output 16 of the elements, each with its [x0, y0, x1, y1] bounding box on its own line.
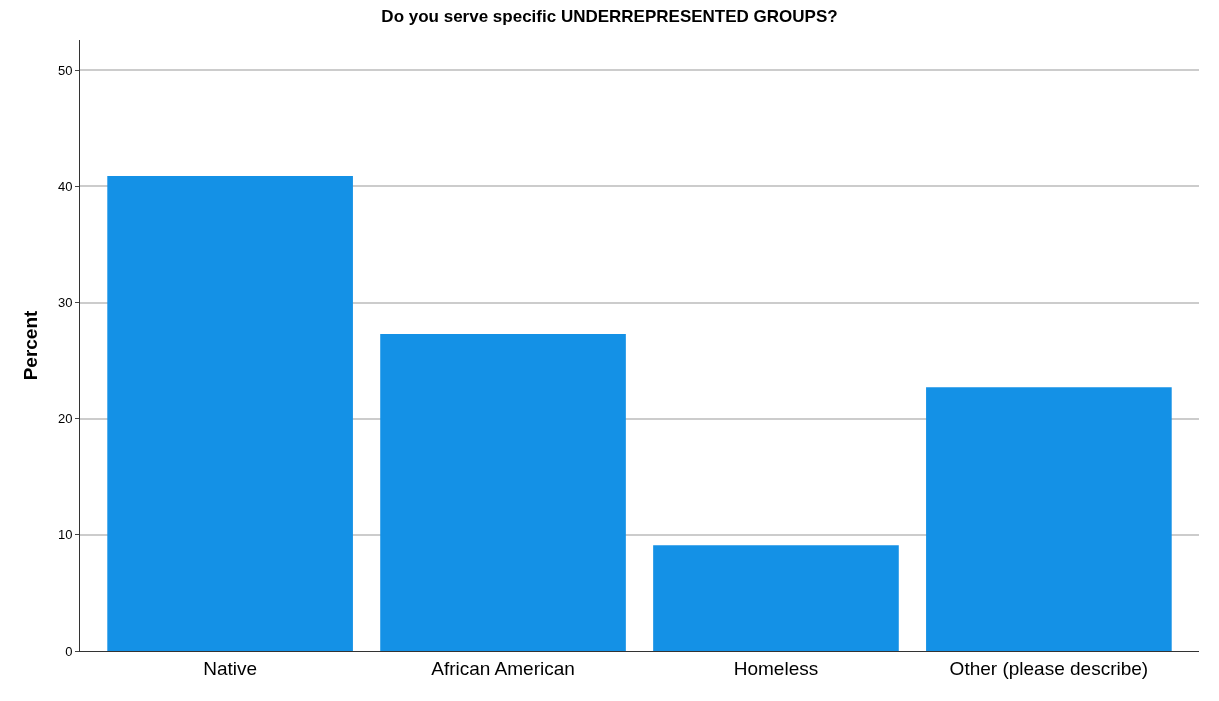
y-tick-label: 10: [57, 527, 73, 543]
y-tick-label: 30: [57, 295, 73, 311]
y-axis-title: Percent: [19, 309, 41, 381]
y-tick-label: 0: [65, 643, 73, 659]
bar: [926, 387, 1172, 651]
chart-title: Do you serve specific UNDERREPRESENTED GROUPS?: [381, 7, 838, 27]
bar: [380, 333, 626, 651]
bar: [653, 545, 899, 651]
x-tick-label: Native: [203, 657, 258, 679]
y-tick-label: 20: [57, 411, 73, 427]
y-tick-label: 50: [57, 62, 73, 78]
x-tick-label: Other (please describe): [949, 657, 1149, 679]
bar: [107, 175, 353, 651]
x-tick-label: African American: [431, 657, 575, 679]
x-tick-label: Homeless: [733, 657, 819, 679]
y-tick-label: 40: [57, 178, 73, 194]
